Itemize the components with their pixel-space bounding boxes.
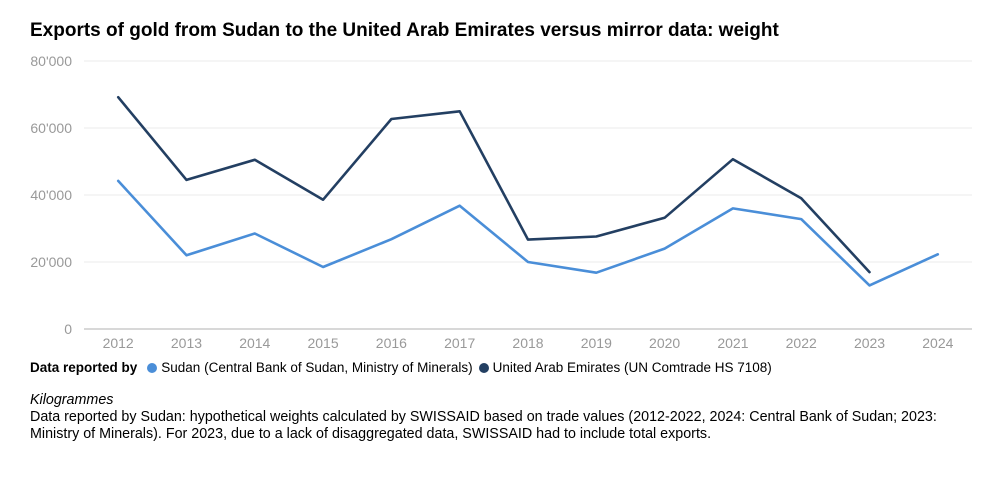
series-line-sudan[interactable]	[116, 179, 940, 287]
x-tick-label: 2014	[239, 335, 270, 351]
x-tick-label: 2024	[922, 335, 953, 351]
data-point[interactable]	[593, 234, 599, 240]
data-point[interactable]	[183, 252, 189, 258]
data-point[interactable]	[183, 177, 189, 183]
data-point[interactable]	[935, 251, 941, 257]
x-tick-label: 2015	[307, 335, 338, 351]
x-tick-label: 2019	[581, 335, 612, 351]
data-point[interactable]	[525, 237, 531, 243]
x-tick-label: 2023	[854, 335, 885, 351]
x-tick-label: 2012	[103, 335, 134, 351]
data-point[interactable]	[252, 231, 258, 237]
y-tick-label: 80'000	[30, 53, 72, 69]
x-tick-label: 2013	[171, 335, 202, 351]
y-tick-label: 20'000	[30, 254, 72, 270]
data-point[interactable]	[730, 205, 736, 211]
x-tick-label: 2017	[444, 335, 475, 351]
data-point[interactable]	[388, 236, 394, 242]
chart-title: Exports of gold from Sudan to the United…	[30, 20, 779, 41]
x-tick-label: 2016	[376, 335, 407, 351]
x-tick-label: 2020	[649, 335, 680, 351]
data-point[interactable]	[320, 197, 326, 203]
data-point[interactable]	[798, 216, 804, 222]
gridlines	[84, 60, 972, 263]
x-tick-label: 2022	[786, 335, 817, 351]
unit-label: Kilogrammes	[30, 392, 114, 408]
data-point[interactable]	[115, 94, 121, 100]
series-line-uae[interactable]	[116, 95, 871, 274]
legend-marker-uae	[478, 362, 489, 373]
data-point[interactable]	[388, 116, 394, 122]
data-point[interactable]	[662, 246, 668, 252]
data-point[interactable]	[730, 156, 736, 162]
data-point[interactable]	[798, 195, 804, 201]
data-point[interactable]	[867, 269, 873, 275]
data-point[interactable]	[252, 157, 258, 163]
data-point[interactable]	[457, 108, 463, 114]
data-point[interactable]	[593, 270, 599, 276]
data-point[interactable]	[320, 264, 326, 270]
legend-title: Data reported by	[30, 360, 138, 375]
x-axis: 2012 2013 2014 2015 2016 2017 2018 2019 2020 2021…	[84, 328, 972, 351]
source-note: Data reported by Sudan: hypothetical wei…	[30, 409, 937, 442]
y-tick-label: 60'000	[30, 120, 72, 136]
legend-item-uae[interactable]: United Arab Emirates (UN Comtrade HS 710…	[478, 360, 772, 375]
chart-notes: Kilogrammes Data reported by Sudan: hypo…	[30, 392, 980, 443]
data-point[interactable]	[662, 215, 668, 221]
series-lines	[115, 94, 941, 288]
legend-label-uae: United Arab Emirates (UN Comtrade HS 710…	[492, 360, 772, 375]
x-tick-label: 2021	[717, 335, 748, 351]
y-axis: 0 20'000 40'000 60'000 80'000	[30, 53, 72, 337]
data-point[interactable]	[867, 282, 873, 288]
y-tick-label: 40'000	[30, 187, 72, 203]
data-point[interactable]	[525, 259, 531, 265]
legend-marker-sudan	[147, 362, 158, 373]
data-point[interactable]	[115, 178, 121, 184]
data-point[interactable]	[457, 203, 463, 209]
y-tick-label: 0	[64, 321, 72, 337]
x-tick-label: 2018	[512, 335, 543, 351]
legend-label-sudan: Sudan (Central Bank of Sudan, Ministry o…	[161, 360, 473, 375]
legend: Data reported by Sudan (Central Bank of …	[30, 360, 778, 375]
legend-item-sudan[interactable]: Sudan (Central Bank of Sudan, Ministry o…	[147, 360, 473, 375]
